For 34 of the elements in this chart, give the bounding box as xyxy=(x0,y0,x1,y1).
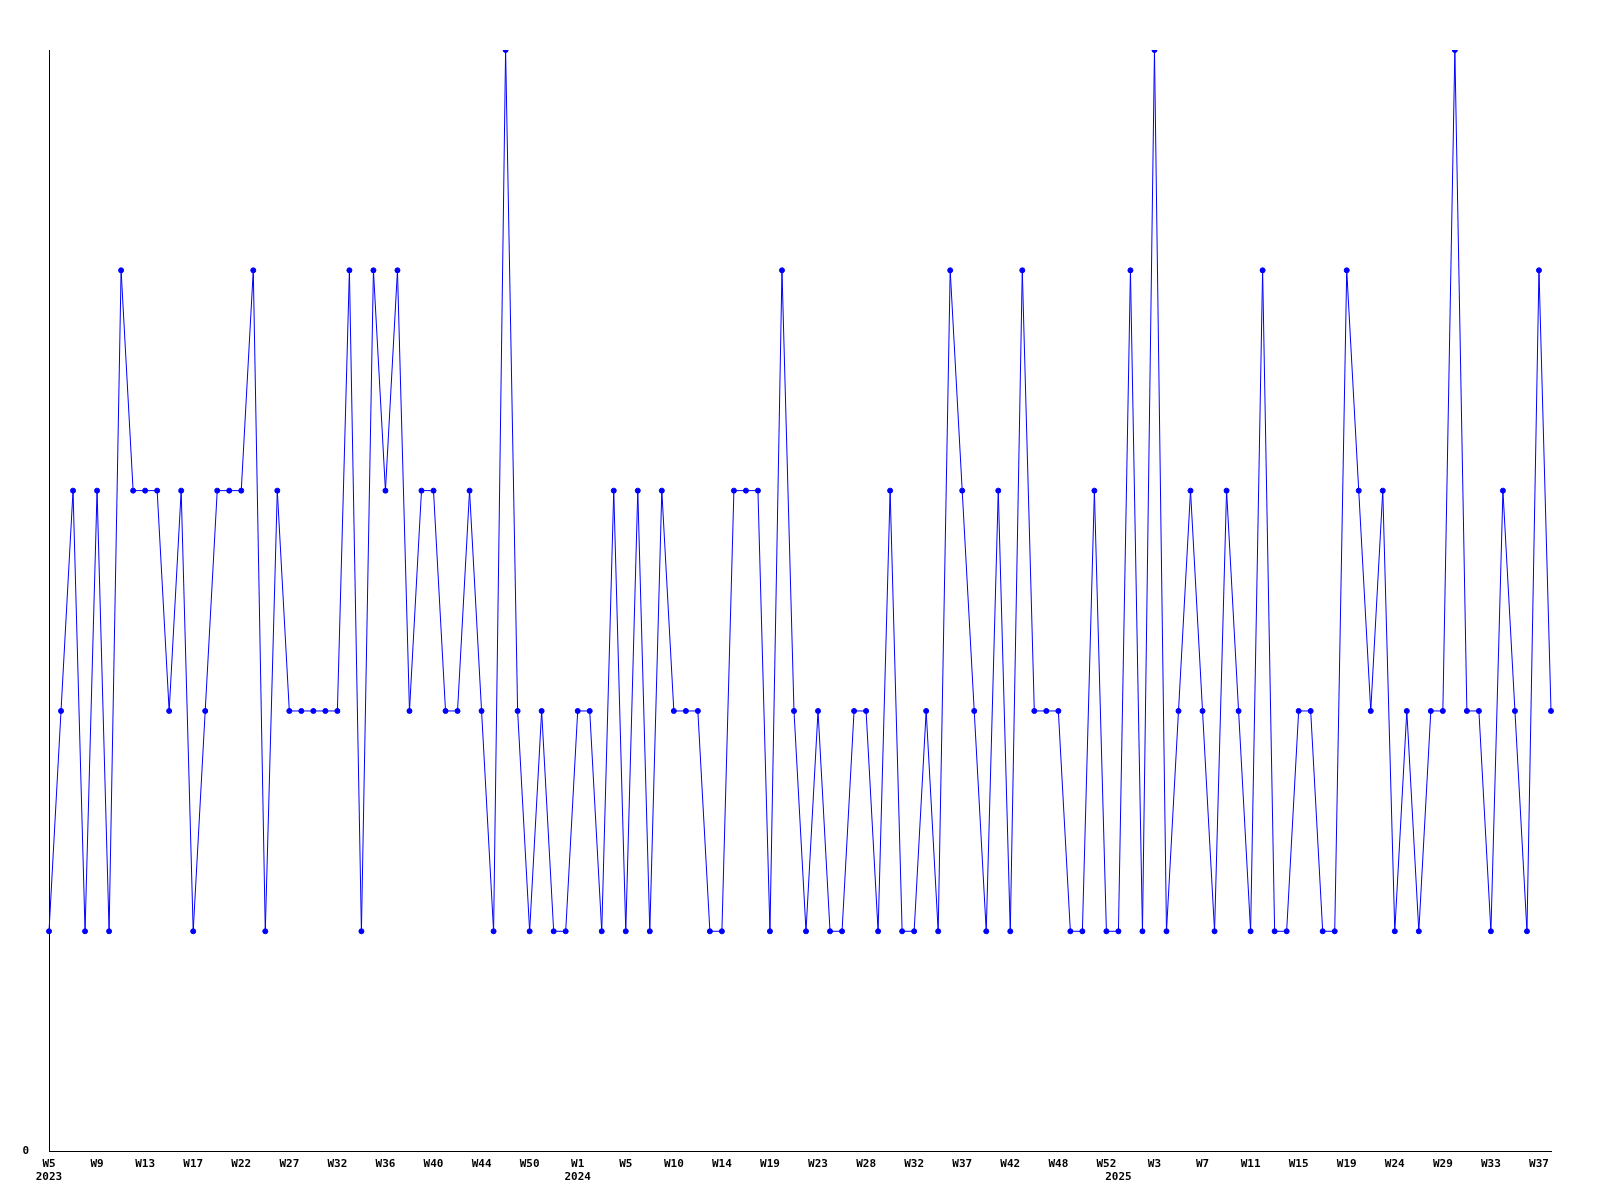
x-tick-label: W17 xyxy=(183,1157,204,1171)
x-tick-label: W23 xyxy=(808,1157,828,1171)
x-tick-label: W27 xyxy=(279,1157,300,1171)
x-tick-label: W19 xyxy=(760,1157,780,1171)
x-tick-label: W44 xyxy=(471,1157,492,1171)
x-tick-label: W3 xyxy=(1147,1157,1162,1171)
x-tick-label: W33 xyxy=(1480,1157,1501,1171)
x-tick-label: W15 xyxy=(1288,1157,1309,1171)
x-tick-label: W32 xyxy=(327,1157,348,1171)
x-tick-label: W29 xyxy=(1432,1157,1453,1171)
x-tick-label: 2025 xyxy=(1105,1170,1132,1184)
x-tick-label: W5 2023 xyxy=(35,1157,63,1184)
x-tick-label: W24 xyxy=(1384,1157,1406,1171)
x-tick-label: W9 xyxy=(90,1157,104,1171)
x-tick-label: W50 xyxy=(519,1157,540,1171)
x-tick-label: W7 xyxy=(1195,1157,1210,1171)
x-tick-label: W40 xyxy=(423,1157,444,1171)
x-tick-label: W22 xyxy=(231,1157,252,1171)
x-tick-label: W10 xyxy=(663,1157,684,1171)
x-tick-label: W11 xyxy=(1240,1157,1261,1171)
x-tick-label: W13 xyxy=(135,1157,156,1171)
x-tick-label: W48 xyxy=(1048,1157,1069,1171)
x-tick-label: W32 xyxy=(904,1157,925,1171)
x-tick-label: W37 xyxy=(1529,1157,1549,1171)
text: 0 xyxy=(22,1144,29,1158)
x-tick-label: W19 xyxy=(1336,1157,1357,1171)
x-tick-label: W14 xyxy=(711,1157,733,1171)
x-tick-label: W36 xyxy=(375,1157,396,1171)
x-tick-label: W28 xyxy=(856,1157,877,1171)
x-tick-label: W37 xyxy=(952,1157,973,1171)
x-tick-label: W52 xyxy=(1096,1157,1117,1171)
x-tick-label: W5 xyxy=(619,1157,633,1171)
x-tick-label: W42 xyxy=(1000,1157,1021,1171)
x-tick-label: W1 2024 xyxy=(564,1157,592,1184)
